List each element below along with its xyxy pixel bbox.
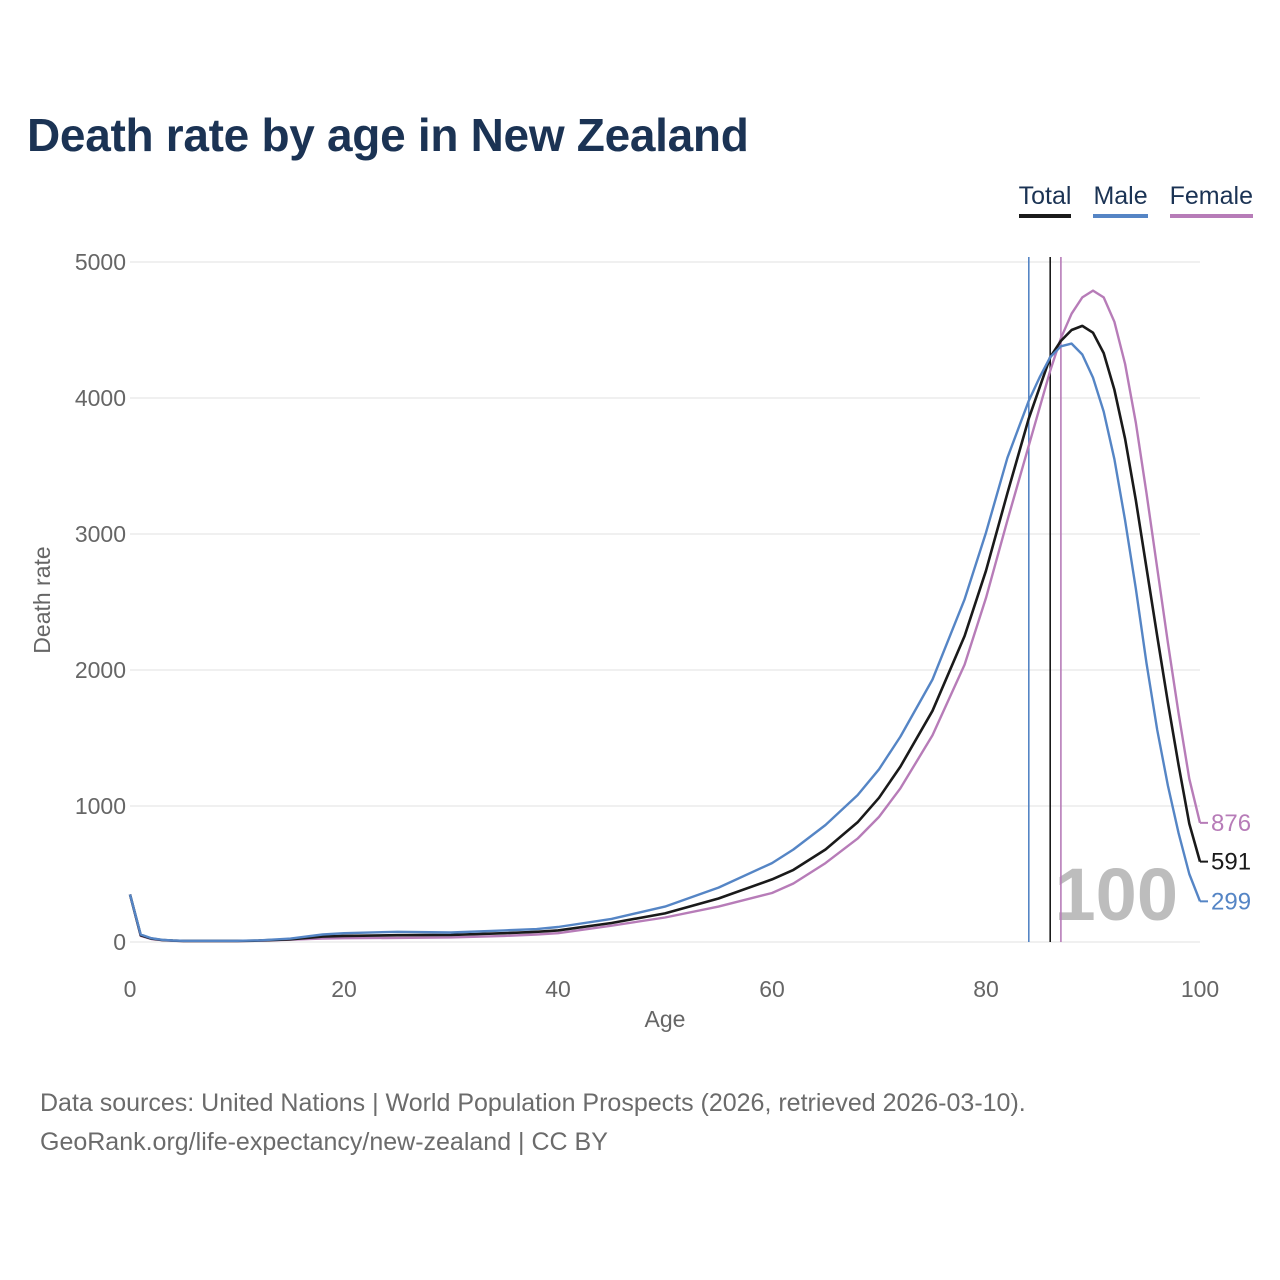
x-tick-label: 60 xyxy=(759,976,785,1002)
x-axis-ticks: 0 20 40 60 80 100 xyxy=(124,976,1220,1002)
legend-item-male[interactable]: Male xyxy=(1093,182,1148,218)
y-tick-label: 5000 xyxy=(75,249,126,275)
grid-lines xyxy=(130,261,1200,943)
chart-title: Death rate by age in New Zealand xyxy=(27,109,749,161)
x-tick-label: 40 xyxy=(545,976,571,1002)
x-tick-label: 80 xyxy=(973,976,999,1002)
end-labels: 591 299 876 xyxy=(1200,810,1251,915)
legend-item-total[interactable]: Total xyxy=(1018,182,1072,218)
x-tick-label: 100 xyxy=(1181,976,1219,1002)
footer-source: Data sources: United Nations | World Pop… xyxy=(40,1089,1026,1117)
legend: Total Male Female xyxy=(1018,182,1253,218)
y-tick-label: 4000 xyxy=(75,385,126,411)
x-tick-label: 20 xyxy=(331,976,357,1002)
series-line-male[interactable] xyxy=(128,342,1202,942)
end-label-total: 591 xyxy=(1211,849,1251,876)
y-axis-ticks: 0 1000 2000 3000 4000 5000 xyxy=(75,249,126,955)
legend-item-female[interactable]: Female xyxy=(1169,182,1253,218)
y-axis-label: Death rate xyxy=(29,546,55,653)
vertical-markers xyxy=(1028,257,1062,942)
x-tick-label: 0 xyxy=(124,976,137,1002)
y-tick-label: 1000 xyxy=(75,793,126,819)
year-watermark: 100 xyxy=(1055,853,1178,936)
footer-link[interactable]: GeoRank.org/life-expectancy/new-zealand … xyxy=(40,1128,608,1156)
series-lines xyxy=(128,289,1202,943)
footer: Data sources: United Nations | World Pop… xyxy=(40,1084,1026,1162)
y-tick-label: 3000 xyxy=(75,521,126,547)
y-tick-label: 2000 xyxy=(75,657,126,683)
series-line-total[interactable] xyxy=(128,324,1202,943)
end-label-male: 299 xyxy=(1211,888,1251,915)
y-tick-label: 0 xyxy=(113,929,126,955)
end-label-female: 876 xyxy=(1211,810,1251,837)
x-axis-label: Age xyxy=(645,1006,686,1032)
